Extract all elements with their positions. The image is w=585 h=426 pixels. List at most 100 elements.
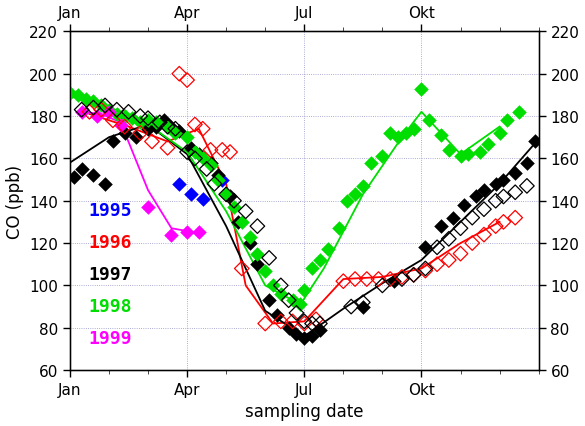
Point — [476, 149, 485, 156]
Point — [225, 149, 235, 156]
Point — [77, 109, 87, 116]
Point — [136, 120, 145, 127]
Point — [190, 149, 199, 156]
Point — [241, 208, 250, 215]
Point — [444, 236, 453, 243]
Point — [456, 250, 465, 257]
Point — [198, 155, 208, 162]
Point — [315, 320, 325, 327]
Point — [323, 246, 332, 253]
Point — [163, 145, 172, 152]
Point — [307, 265, 316, 272]
Point — [397, 276, 407, 283]
Point — [491, 198, 500, 204]
Point — [77, 107, 87, 114]
Point — [288, 318, 297, 325]
Point — [136, 130, 145, 137]
Point — [225, 194, 235, 201]
Point — [307, 320, 316, 327]
Point — [104, 109, 113, 116]
Point — [421, 244, 430, 251]
Point — [128, 115, 137, 122]
Point — [444, 257, 453, 264]
Point — [120, 130, 129, 137]
Point — [229, 198, 239, 204]
Point — [339, 278, 348, 285]
Point — [315, 327, 325, 334]
Point — [81, 96, 90, 103]
Point — [66, 90, 75, 97]
Point — [163, 124, 172, 131]
Point — [522, 160, 532, 167]
Point — [284, 297, 293, 304]
Point — [358, 303, 367, 310]
Point — [444, 147, 453, 154]
Point — [409, 126, 418, 133]
Point — [374, 276, 383, 283]
Point — [159, 118, 168, 124]
Point — [522, 183, 532, 190]
Point — [245, 240, 254, 247]
Point — [253, 250, 262, 257]
Point — [233, 219, 243, 226]
Point — [260, 268, 270, 274]
Point — [495, 130, 504, 137]
Point — [409, 272, 418, 279]
Point — [472, 194, 481, 201]
Point — [112, 111, 122, 118]
Point — [366, 160, 376, 167]
Point — [432, 244, 442, 251]
Point — [300, 287, 309, 294]
Point — [183, 78, 192, 84]
Point — [237, 265, 246, 272]
Point — [143, 204, 153, 211]
Point — [425, 118, 434, 124]
Point — [264, 255, 274, 262]
Point — [409, 272, 418, 279]
Point — [77, 166, 87, 173]
Point — [112, 107, 122, 114]
Point — [183, 135, 192, 141]
Point — [187, 145, 196, 152]
Point — [479, 187, 488, 194]
Point — [198, 126, 208, 133]
Point — [108, 139, 118, 146]
Point — [167, 124, 176, 131]
Point — [343, 198, 352, 204]
Point — [116, 122, 125, 129]
Point — [292, 310, 301, 317]
Point — [491, 223, 500, 230]
Point — [124, 109, 133, 116]
Point — [397, 274, 407, 281]
Point — [89, 173, 98, 179]
Point — [171, 126, 180, 133]
Point — [386, 130, 395, 137]
Point — [511, 215, 520, 222]
Point — [143, 115, 153, 122]
Point — [229, 204, 239, 211]
Point — [300, 320, 309, 327]
Point — [378, 282, 387, 289]
Point — [190, 155, 199, 162]
Point — [276, 291, 285, 298]
Point — [190, 122, 199, 129]
Y-axis label: CO (ppb): CO (ppb) — [5, 164, 23, 238]
Point — [421, 268, 430, 274]
Point — [358, 183, 367, 190]
Point — [155, 120, 164, 127]
Point — [272, 312, 281, 319]
Text: 1998: 1998 — [89, 297, 132, 316]
Point — [499, 194, 508, 201]
Point — [163, 124, 172, 131]
Point — [284, 325, 293, 331]
Text: 1997: 1997 — [89, 265, 132, 283]
Point — [183, 149, 192, 156]
Point — [120, 124, 129, 131]
Point — [456, 225, 465, 232]
Point — [237, 219, 246, 226]
Point — [276, 282, 285, 289]
Point — [499, 219, 508, 226]
Point — [417, 86, 426, 93]
Point — [483, 141, 493, 148]
Point — [350, 276, 360, 283]
